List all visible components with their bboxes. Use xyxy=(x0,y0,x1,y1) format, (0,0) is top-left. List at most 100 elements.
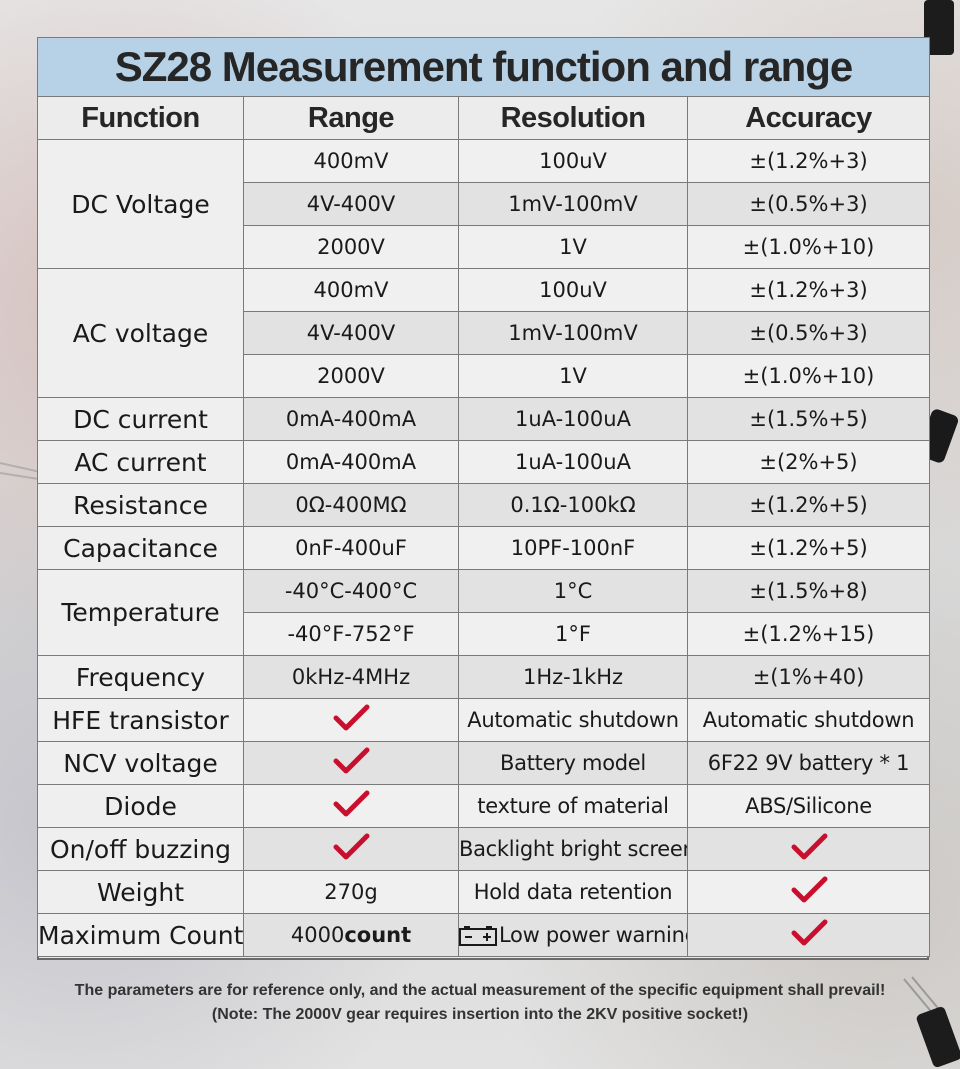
range-cell: 0mA-400mA xyxy=(243,440,459,484)
header-accuracy: Accuracy xyxy=(687,96,930,140)
checkmark-icon xyxy=(333,790,370,816)
electrolytic-capacitor-bottom xyxy=(903,976,960,1068)
function-ncv-voltage: NCV voltage xyxy=(37,741,244,785)
range-cell: -40°F-752°F xyxy=(243,612,459,656)
resolution-cell: 1uA-100uA xyxy=(458,440,688,484)
feature-value-cell: ABS/Silicone xyxy=(687,784,930,828)
accuracy-cell: ±(1.2%+3) xyxy=(687,139,930,183)
range-cell: 2000V xyxy=(243,354,459,398)
table-row-dc-voltage-1: DC Voltage 400mV 100uV ±(1.2%+3) xyxy=(37,139,930,269)
feature-supported-cell xyxy=(687,870,930,914)
footer-note: (Note: The 2000V gear requires insertion… xyxy=(211,1006,749,1023)
table-row-dc-current: DC current 0mA-400mA 1uA-100uA ±(1.5%+5) xyxy=(37,397,930,441)
function-resistance: Resistance xyxy=(37,483,244,527)
accuracy-cell: ±(1.2%+3) xyxy=(687,268,930,312)
table-row-ac-voltage-2: 4V-400V 1mV-100mV ±(0.5%+3) xyxy=(38,311,930,355)
function-dc-current: DC current xyxy=(37,397,244,441)
max-count-value-cell: 4000count xyxy=(243,913,459,957)
resolution-cell: 1Hz-1kHz xyxy=(458,655,688,699)
range-cell: 2000V xyxy=(243,225,459,269)
resolution-cell: 100uV xyxy=(458,268,688,312)
supported-cell xyxy=(243,698,459,742)
resolution-cell: 1V xyxy=(458,225,688,269)
function-diode: Diode xyxy=(37,784,244,828)
table-row-dc-voltage-2: 4V-400V 1mV-100mV ±(0.5%+3) xyxy=(38,182,930,226)
max-count-number: 4000 xyxy=(290,923,345,947)
checkmark-icon xyxy=(333,747,370,773)
function-on-off-buzzing: On/off buzzing xyxy=(37,827,244,871)
resolution-cell: 100uV xyxy=(458,139,688,183)
table-row-ac-voltage-1: AC voltage 400mV 100uV ±(1.2%+3) xyxy=(37,268,930,398)
accuracy-cell: ±(0.5%+3) xyxy=(687,311,930,355)
range-cell: 0Ω-400MΩ xyxy=(243,483,459,527)
feature-cell: Low power warning xyxy=(458,913,688,957)
table-row-dc-voltage-3: 2000V 1V ±(1.0%+10) xyxy=(38,225,930,269)
table-row-ac-current: AC current 0mA-400mA 1uA-100uA ±(2%+5) xyxy=(37,440,930,484)
accuracy-cell: ±(1.5%+5) xyxy=(687,397,930,441)
table-row-resistance: Resistance 0Ω-400MΩ 0.1Ω-100kΩ ±(1.2%+5) xyxy=(37,483,930,527)
checkmark-icon xyxy=(333,833,370,859)
resolution-cell: 1°F xyxy=(458,612,688,656)
table-row-max-count: Maximum Count 4000count Low power warnin… xyxy=(37,913,930,957)
function-hfe-transistor: HFE transistor xyxy=(37,698,244,742)
accuracy-cell: ±(1.5%+8) xyxy=(687,569,930,613)
supported-cell xyxy=(243,741,459,785)
accuracy-cell: ±(1.0%+10) xyxy=(687,354,930,398)
accuracy-cell: ±(2%+5) xyxy=(687,440,930,484)
function-ac-voltage: AC voltage xyxy=(37,268,244,398)
feature-supported-cell xyxy=(687,913,930,957)
range-cell: 400mV xyxy=(243,268,459,312)
accuracy-cell: ±(1.2%+15) xyxy=(687,612,930,656)
table-row-ac-voltage-3: 2000V 1V ±(1.0%+10) xyxy=(38,354,930,398)
feature-cell: Backlight bright screen xyxy=(458,827,688,871)
table-row-diode: Diode texture of material ABS/Silicone xyxy=(37,784,930,828)
table-row-temperature-1: Temperature -40°C-400°C 1°C ±(1.5%+8) xyxy=(37,569,930,656)
table-row-ncv: NCV voltage Battery model 6F22 9V batter… xyxy=(37,741,930,785)
resolution-cell: 1mV-100mV xyxy=(458,182,688,226)
resolution-cell: 1V xyxy=(458,354,688,398)
range-cell: 4V-400V xyxy=(243,182,459,226)
feature-value-cell: 6F22 9V battery * 1 xyxy=(687,741,930,785)
table-row-buzzing: On/off buzzing Backlight bright screen xyxy=(37,827,930,871)
range-cell: 4V-400V xyxy=(243,311,459,355)
resolution-cell: 1mV-100mV xyxy=(458,311,688,355)
weight-value-cell: 270g xyxy=(243,870,459,914)
resolution-cell: 10PF-100nF xyxy=(458,526,688,570)
electrolytic-capacitor-top xyxy=(924,0,954,55)
table-row-temperature-2: -40°F-752°F 1°F ±(1.2%+15) xyxy=(38,612,930,656)
function-capacitance: Capacitance xyxy=(37,526,244,570)
resolution-cell: 1°C xyxy=(458,569,688,613)
battery-icon xyxy=(459,926,497,946)
feature-value-cell: Automatic shutdown xyxy=(687,698,930,742)
table-row-hfe: HFE transistor Automatic shutdown Automa… xyxy=(37,698,930,742)
header-resolution: Resolution xyxy=(458,96,688,140)
checkmark-icon xyxy=(333,704,370,730)
accuracy-cell: ±(1%+40) xyxy=(687,655,930,699)
range-cell: 0nF-400uF xyxy=(243,526,459,570)
range-cell: 400mV xyxy=(243,139,459,183)
feature-cell: texture of material xyxy=(458,784,688,828)
accuracy-cell: ±(1.0%+10) xyxy=(687,225,930,269)
header-function: Function xyxy=(37,96,244,140)
max-count-unit: count xyxy=(344,923,412,947)
supported-cell xyxy=(243,827,459,871)
feature-supported-cell xyxy=(687,827,930,871)
table-row-capacitance: Capacitance 0nF-400uF 10PF-100nF ±(1.2%+… xyxy=(37,526,930,570)
range-cell: 0kHz-4MHz xyxy=(243,655,459,699)
feature-cell: Automatic shutdown xyxy=(458,698,688,742)
function-maximum-count: Maximum Count xyxy=(37,913,244,957)
page-title: SZ28 Measurement function and range xyxy=(37,37,930,97)
checkmark-icon xyxy=(791,919,827,945)
supported-cell xyxy=(243,784,459,828)
accuracy-cell: ±(1.2%+5) xyxy=(687,526,930,570)
resolution-cell: 0.1Ω-100kΩ xyxy=(458,483,688,527)
header-range: Range xyxy=(243,96,459,140)
feature-cell: Battery model xyxy=(458,741,688,785)
footer-disclaimer: The parameters are for reference only, a… xyxy=(74,982,886,999)
spec-table: SZ28 Measurement function and range Func… xyxy=(37,37,930,957)
accuracy-cell: ±(1.2%+5) xyxy=(687,483,930,527)
checkmark-icon xyxy=(791,876,827,902)
function-dc-voltage: DC Voltage xyxy=(37,139,244,269)
resolution-cell: 1uA-100uA xyxy=(458,397,688,441)
function-frequency: Frequency xyxy=(37,655,244,699)
